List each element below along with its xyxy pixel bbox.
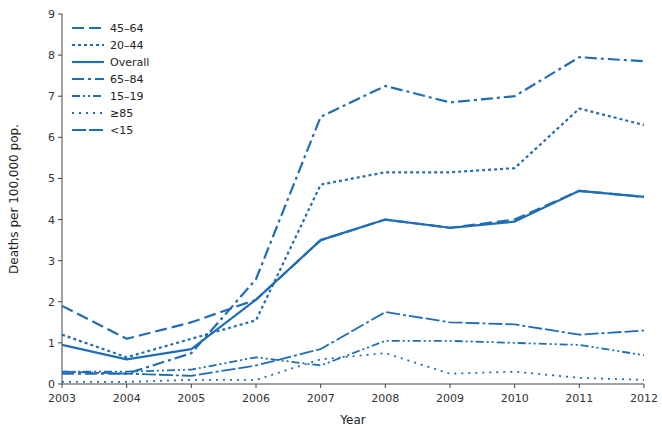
y-tick-label: 6 [48, 131, 55, 144]
y-tick-label: 9 [48, 8, 55, 21]
y-tick-label: 2 [48, 296, 55, 309]
x-tick-label: 2012 [630, 392, 658, 405]
legend-swatch [72, 112, 104, 114]
series-line [62, 191, 644, 360]
y-tick-label: 5 [48, 172, 55, 185]
legend-swatch [72, 44, 104, 46]
y-tick [58, 260, 62, 261]
legend-label: 20–44 [110, 39, 144, 52]
y-tick-label: 7 [48, 90, 55, 103]
y-axis-line [62, 14, 63, 384]
y-tick [58, 384, 62, 385]
x-tick-label: 2005 [177, 392, 205, 405]
series-line [62, 353, 644, 382]
series-line [62, 191, 644, 339]
x-tick-label: 2007 [307, 392, 335, 405]
legend-label: <15 [110, 124, 133, 137]
y-tick-label: 1 [48, 337, 55, 350]
x-axis: 2003 2004 2005 2006 2007 2008 2009 2010 2011 2012 [48, 384, 658, 405]
x-axis-label: Year [339, 413, 365, 427]
x-axis-line [62, 384, 644, 385]
x-tick [320, 384, 321, 388]
legend-label: ≥85 [110, 107, 133, 120]
x-tick-label: 2003 [48, 392, 76, 405]
x-tick [514, 384, 515, 388]
y-tick-label: 4 [48, 214, 55, 227]
legend-label: 65–84 [110, 73, 144, 86]
chart: 0123456789Deaths per 100,000 pop.2003200… [0, 0, 662, 434]
x-tick [450, 384, 451, 388]
x-tick [644, 384, 645, 388]
y-tick-label: 8 [48, 49, 55, 62]
y-tick-label: 3 [48, 255, 55, 268]
x-tick-label: 2011 [565, 392, 593, 405]
x-tick [579, 384, 580, 388]
y-tick [58, 301, 62, 302]
legend-swatch [72, 61, 104, 63]
y-axis: 0 1 2 3 4 5 6 7 8 9 [48, 8, 62, 391]
y-tick [58, 96, 62, 97]
series-line [62, 57, 644, 374]
legend: 45–64 20–44 Overall 65–84 15–19 ≥85 <15 [72, 22, 149, 137]
legend-swatch [72, 129, 104, 131]
x-tick [256, 384, 257, 388]
x-tick [62, 384, 63, 388]
legend-swatch [72, 95, 104, 97]
y-tick-label: 0 [48, 378, 55, 391]
legend-swatch [72, 27, 104, 29]
x-tick [126, 384, 127, 388]
legend-label: 45–64 [110, 22, 144, 35]
x-tick [385, 384, 386, 388]
y-tick [58, 342, 62, 343]
y-tick [58, 55, 62, 56]
x-tick-label: 2004 [113, 392, 141, 405]
x-tick-label: 2006 [242, 392, 270, 405]
y-tick [58, 178, 62, 179]
x-tick [191, 384, 192, 388]
x-tick-label: 2008 [371, 392, 399, 405]
y-axis-label: Deaths per 100,000 pop. [7, 124, 21, 274]
plot-area [62, 57, 644, 382]
series-line [62, 109, 644, 358]
y-tick [58, 219, 62, 220]
y-tick [58, 14, 62, 15]
legend-label: 15–19 [110, 90, 144, 103]
legend-swatch [72, 78, 104, 80]
x-tick-label: 2010 [501, 392, 529, 405]
legend-label: Overall [110, 56, 149, 69]
y-tick [58, 137, 62, 138]
series-line [62, 312, 644, 376]
x-tick-label: 2009 [436, 392, 464, 405]
